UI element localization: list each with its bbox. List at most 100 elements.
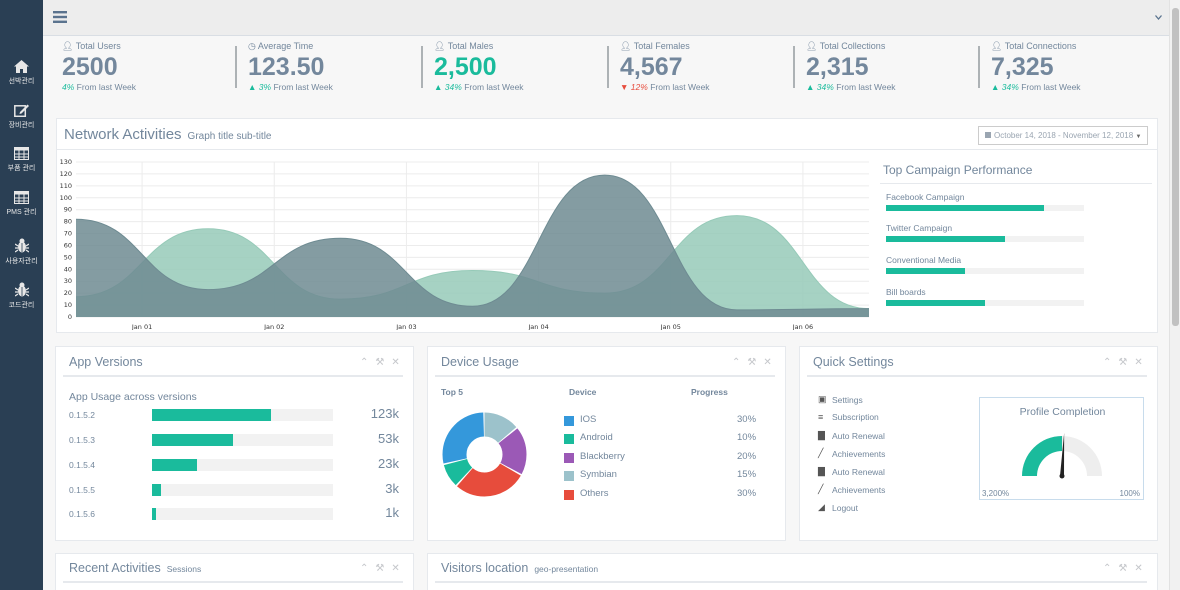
sidebar-item-parts[interactable]: 부품 관리: [0, 147, 43, 173]
caret-up-icon: ▲: [248, 82, 257, 92]
legend-swatch: [564, 453, 574, 463]
network-title: Network Activities Graph title sub-title: [64, 126, 272, 143]
version-count: 3k: [385, 481, 399, 496]
tile-label: 👤︎ Total Collections: [806, 41, 886, 51]
quick-settings-item[interactable]: ◢ Logout: [818, 502, 858, 513]
sidebar-item-equipment[interactable]: 장비관리: [0, 103, 43, 130]
panel-divider: [435, 375, 775, 377]
close-icon[interactable]: ✕: [391, 357, 407, 368]
quick-settings-item[interactable]: ╱ Achievements: [818, 448, 886, 459]
device-row: Android 10%: [564, 432, 764, 450]
series-line: [75, 174, 870, 311]
panel-divider: [435, 581, 1147, 583]
progress-track: [886, 300, 1084, 306]
version-count: 53k: [378, 431, 399, 446]
sidebar-item-label: 선박관리: [8, 78, 35, 85]
gauge-needle: [1060, 433, 1065, 476]
collapse-icon[interactable]: ⌃: [732, 357, 748, 368]
x-tick-label: Jan 05: [660, 323, 681, 330]
y-tick-label: 30: [64, 277, 72, 285]
version-label: 0.1.5.4: [69, 460, 95, 470]
sidebar-item-codes[interactable]: 코드관리: [0, 282, 43, 310]
legend-swatch: [564, 434, 574, 444]
gauge-fill: [1022, 436, 1062, 476]
y-tick-label: 0: [68, 313, 72, 321]
quick-settings-item[interactable]: ▣ Settings: [818, 394, 863, 405]
calendar-icon: [985, 132, 991, 138]
recent-activities-subtitle: Sessions: [166, 564, 202, 574]
quick-settings-item[interactable]: ≡ Subscription: [818, 412, 879, 422]
collapse-icon[interactable]: ⌃: [360, 563, 376, 574]
y-tick-label: 70: [64, 230, 72, 238]
sidebar-item-ship[interactable]: 선박관리: [0, 60, 43, 86]
app-versions-title: App Versions: [69, 355, 143, 369]
page-scrollbar[interactable]: [1169, 0, 1180, 590]
wrench-icon[interactable]: ⚒: [747, 357, 764, 368]
tile-divider: [235, 46, 237, 88]
caret-down-icon: ▼: [1135, 134, 1142, 140]
wrench-icon[interactable]: ⚒: [1118, 563, 1135, 574]
hamburger-icon[interactable]: [53, 11, 67, 23]
tile-total-users: 👤︎ Total Users 2500 4% From last Week: [62, 41, 136, 99]
collapse-icon[interactable]: ⌃: [1103, 357, 1119, 368]
tile-total-connections: 👤︎ Total Connections 7,325 ▲ 34% From la…: [991, 41, 1081, 99]
tile-label: 👤︎ Total Females: [620, 41, 690, 51]
close-icon[interactable]: ✕: [763, 357, 779, 368]
tile-divider: [421, 46, 423, 88]
bug-icon: [14, 282, 29, 297]
chevron-down-icon[interactable]: [1155, 15, 1162, 20]
device-row: Others 30%: [564, 488, 764, 506]
device-percent: 30%: [737, 488, 757, 499]
caret-up-icon: ▲: [991, 82, 1000, 92]
quick-settings-item[interactable]: ╱ Achievements: [818, 484, 886, 495]
device-row: Symbian 15%: [564, 469, 764, 487]
wrench-icon[interactable]: ⚒: [375, 357, 392, 368]
user-icon: 👤︎: [806, 41, 818, 51]
col-device: Device: [569, 387, 597, 397]
bug-icon: [14, 238, 29, 253]
wrench-icon[interactable]: ⚒: [1118, 357, 1135, 368]
line-chart-icon: ╱: [818, 448, 824, 458]
collapse-icon[interactable]: ⌃: [1103, 563, 1119, 574]
quick-settings-item[interactable]: ▇ Auto Renewal: [818, 430, 885, 441]
tile-total-males: 👤︎ Total Males 2,500 ▲ 34% From last Wee…: [434, 41, 524, 99]
progress-fill: [886, 205, 1045, 211]
network-chart: 0 10 20 30 40 50 60 70 80 90 100 110 120 130 Jan 01 Jan…: [60, 158, 870, 330]
progress-track: [152, 459, 333, 471]
panel-controls: ⌃⚒✕: [732, 357, 779, 368]
x-tick-label: Jan 04: [527, 323, 548, 330]
panel-controls: ⌃⚒✕: [1103, 357, 1150, 368]
sidebar: 선박관리 장비관리 부품 관리 PMS 관리 사용자관리 코드관리: [0, 0, 43, 590]
campaign-row: Twitter Campaign: [886, 223, 1084, 242]
sidebar-item-users[interactable]: 사용자관리: [0, 238, 43, 266]
device-name: Symbian: [580, 469, 617, 480]
collapse-icon[interactable]: ⌃: [360, 357, 376, 368]
quick-settings-item[interactable]: ▇ Auto Renewal: [818, 466, 885, 477]
campaign-label: Bill boards: [886, 287, 926, 297]
legend-swatch: [564, 490, 574, 500]
panel-controls: ⌃⚒✕: [1103, 563, 1150, 574]
x-tick-label: Jan 01: [131, 323, 152, 330]
gauge-pivot: [1059, 473, 1065, 479]
close-icon[interactable]: ✕: [1134, 563, 1150, 574]
close-icon[interactable]: ✕: [1134, 357, 1150, 368]
user-icon: 👤︎: [62, 41, 74, 51]
close-icon[interactable]: ✕: [391, 563, 407, 574]
user-icon: 👤︎: [434, 41, 446, 51]
device-name: IOS: [580, 414, 597, 425]
y-tick-label: 100: [60, 194, 72, 202]
scrollbar-thumb[interactable]: [1172, 8, 1179, 326]
wrench-icon[interactable]: ⚒: [375, 563, 392, 574]
tile-value: 2,500: [434, 53, 497, 81]
tile-value: 2500: [62, 53, 118, 81]
panel-divider: [807, 375, 1147, 377]
y-tick-label: 20: [64, 289, 72, 297]
sidebar-item-pms[interactable]: PMS 관리: [0, 191, 43, 217]
visitors-location-title: Visitors location geo-presentation: [441, 561, 599, 575]
tile-average-time: ◷ Average Time 123.50 ▲ 3% From last Wee…: [248, 41, 333, 99]
bar-chart-icon: ▇: [818, 430, 825, 440]
caret-down-icon: ▼: [620, 82, 629, 92]
list-icon: ≡: [818, 412, 824, 422]
date-range-picker[interactable]: October 14, 2018 - November 12, 2018 ▼: [978, 126, 1148, 145]
campaign-row: Bill boards: [886, 287, 1084, 306]
